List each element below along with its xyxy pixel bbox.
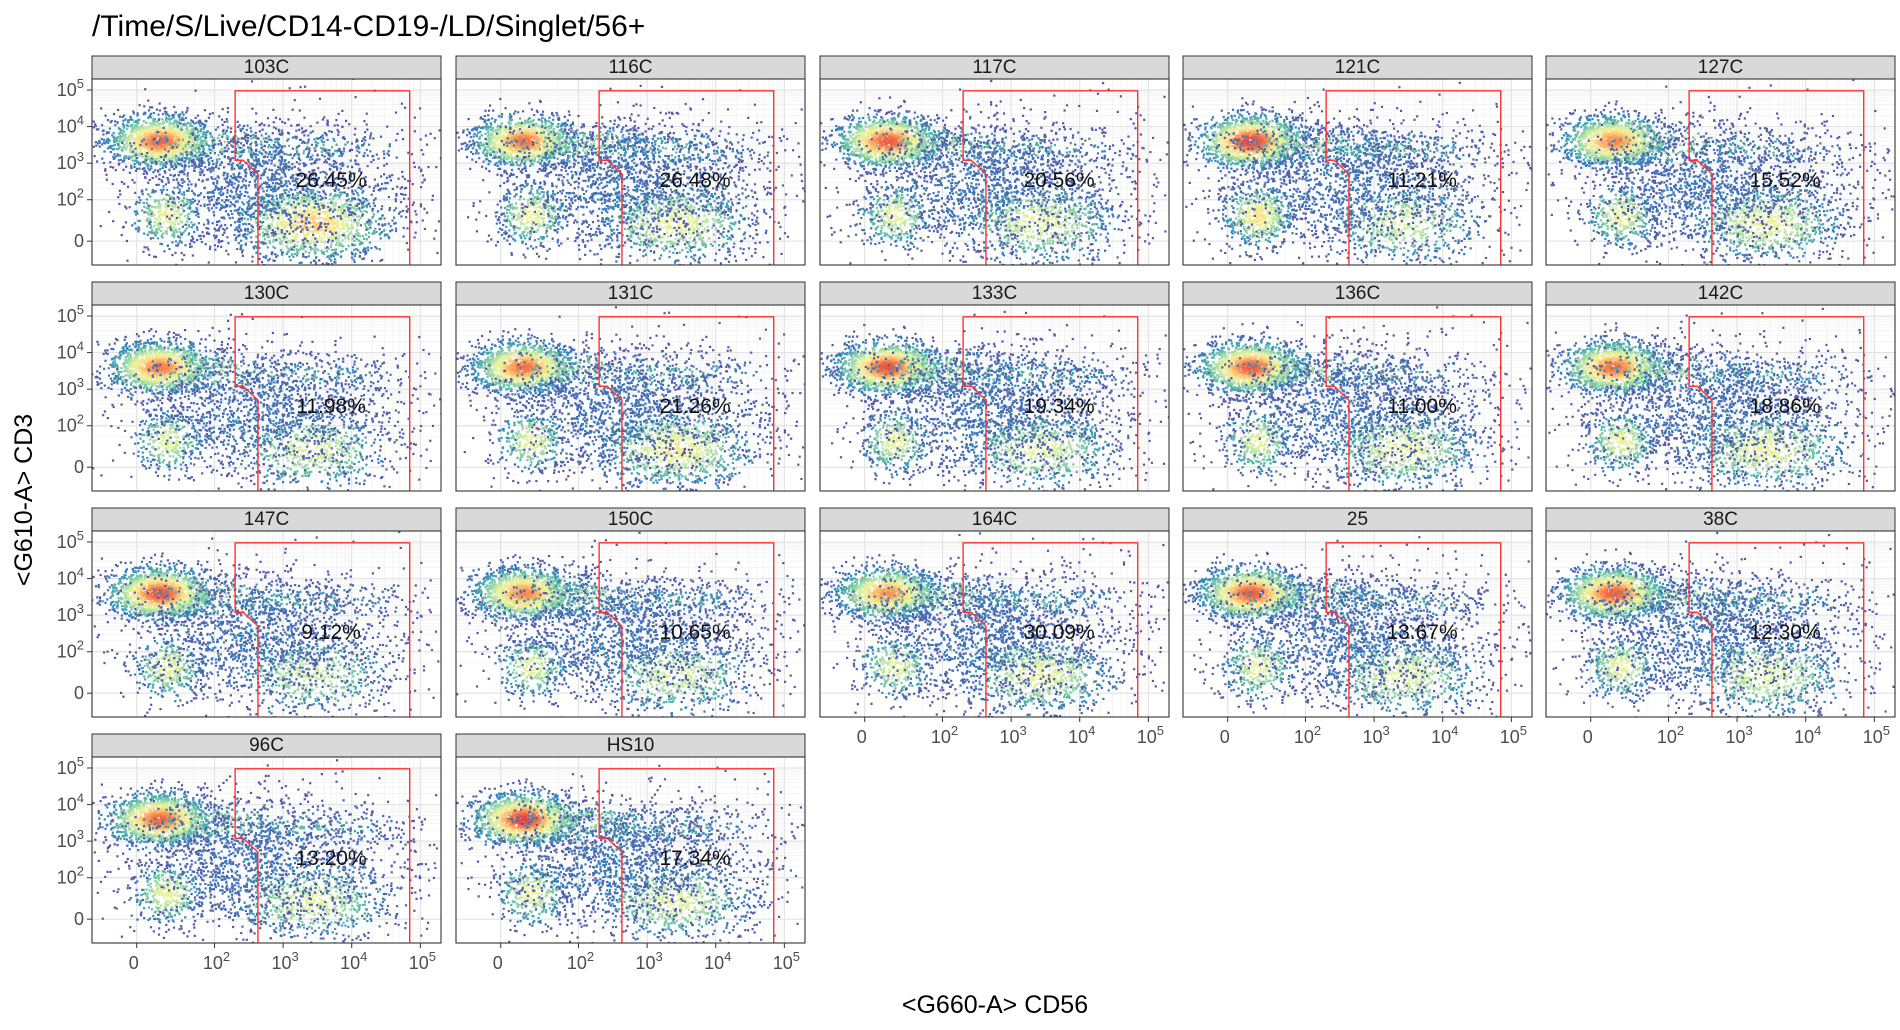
x-tick-label: 0 xyxy=(1583,727,1593,747)
y-tick-label: 105 xyxy=(57,528,84,552)
facet-strip-label: 164C xyxy=(972,509,1017,530)
gate-percentage: 19.34% xyxy=(1023,395,1094,418)
facet-panel: 96C 13.20% 0 102 103 104 105 0 102 103 104 105 xyxy=(57,733,502,1006)
facet-panel: 131C 21.26% xyxy=(424,276,886,532)
x-tick-label: 0 xyxy=(1220,727,1230,747)
y-tick-label: 103 xyxy=(57,827,84,851)
y-tick-label: 102 xyxy=(57,186,84,210)
x-tick-label: 103 xyxy=(1362,723,1389,747)
facet-panel: 38C 12.30% 0 102 103 104 105 xyxy=(1517,507,1900,776)
facet-panels: 103C 26.45% 0 102 103 104 105 116C 26.48% 117C 20.… xyxy=(57,50,1900,1006)
facet-panel: 164C 30.09% 0 102 103 104 105 xyxy=(788,507,1246,747)
y-tick-label: 103 xyxy=(57,149,84,173)
x-tick-label: 103 xyxy=(999,723,1026,747)
gate-percentage: 12.30% xyxy=(1749,621,1820,644)
chart-title: /Time/S/Live/CD14-CD19-/LD/Singlet/56+ xyxy=(92,10,645,43)
facet-strip-label: 96C xyxy=(249,735,284,756)
facet-strip-label: 147C xyxy=(244,509,289,530)
x-tick-label: 105 xyxy=(1863,723,1890,747)
x-tick-label: 105 xyxy=(773,949,800,973)
y-tick-label: 104 xyxy=(57,565,84,589)
facet-strip-label: 142C xyxy=(1698,283,1743,304)
facet-strip-label: 117C xyxy=(972,57,1016,78)
facet-panel: 103C 26.45% 0 102 103 104 105 xyxy=(57,50,522,306)
y-tick-label: 104 xyxy=(57,791,84,815)
gate-percentage: 9.12% xyxy=(301,621,361,644)
gate-percentage: 21.26% xyxy=(659,395,730,418)
x-tick-label: 105 xyxy=(409,949,436,973)
y-tick-label: 104 xyxy=(57,113,84,137)
y-tick-label: 0 xyxy=(74,457,84,477)
gate-percentage: 11.00% xyxy=(1387,395,1457,418)
x-tick-label: 0 xyxy=(493,953,503,973)
facet-panel: 127C 15.52% xyxy=(1525,55,1900,296)
gate-percentage: 13.67% xyxy=(1386,621,1457,644)
y-axis-title: <G610-A> CD3 xyxy=(10,414,38,586)
gate-percentage: 18.86% xyxy=(1749,395,1820,418)
y-tick-label: 105 xyxy=(57,302,84,326)
gate-percentage: 17.34% xyxy=(659,847,730,870)
y-tick-label: 103 xyxy=(57,375,84,399)
x-tick-label: 103 xyxy=(635,949,662,973)
x-tick-label: 103 xyxy=(271,949,298,973)
y-tick-label: 102 xyxy=(57,864,84,888)
y-tick-label: 102 xyxy=(57,638,84,662)
facet-strip-label: 127C xyxy=(1698,57,1743,78)
facet-strip-label: 38C xyxy=(1703,509,1738,530)
facet-strip-label: 25 xyxy=(1347,509,1368,530)
gate-percentage: 11.21% xyxy=(1387,169,1457,192)
y-tick-label: 103 xyxy=(57,601,84,625)
x-tick-label: 103 xyxy=(1725,723,1752,747)
facet-panel: 142C 18.86% xyxy=(1517,281,1900,529)
facet-strip-label: 121C xyxy=(1335,57,1380,78)
facet-strip-label: 130C xyxy=(244,283,289,304)
panel-background xyxy=(1546,531,1895,717)
y-tick-label: 0 xyxy=(74,909,84,929)
x-tick-label: 102 xyxy=(931,723,958,747)
facet-strip-label: 116C xyxy=(608,57,652,78)
facet-strip-label: 133C xyxy=(972,283,1017,304)
gate-percentage: 26.45% xyxy=(295,169,366,192)
y-tick-label: 102 xyxy=(57,412,84,436)
gate-percentage: 11.98% xyxy=(296,395,366,418)
x-tick-label: 0 xyxy=(857,727,867,747)
x-tick-label: 104 xyxy=(704,949,731,973)
gate-percentage: 13.20% xyxy=(295,847,366,870)
y-tick-label: 0 xyxy=(74,683,84,703)
gate-percentage: 15.52% xyxy=(1749,169,1820,192)
facet-strip-label: 136C xyxy=(1335,283,1380,304)
y-tick-label: 0 xyxy=(74,231,84,251)
y-tick-label: 105 xyxy=(57,754,84,778)
x-tick-label: 102 xyxy=(203,949,230,973)
x-tick-label: 102 xyxy=(1294,723,1321,747)
facet-strip-label: 150C xyxy=(608,509,653,530)
facet-strip-label: 131C xyxy=(608,283,653,304)
x-axis-title: <G660-A> CD56 xyxy=(902,991,1088,1019)
gate-percentage: 30.09% xyxy=(1023,621,1094,644)
x-tick-label: 105 xyxy=(1500,723,1527,747)
x-tick-label: 104 xyxy=(1431,723,1458,747)
x-tick-label: 104 xyxy=(1068,723,1095,747)
x-tick-label: 102 xyxy=(567,949,594,973)
gate-percentage: 26.48% xyxy=(659,169,730,192)
y-tick-label: 104 xyxy=(57,339,84,363)
x-tick-label: 102 xyxy=(1657,723,1684,747)
x-tick-label: 105 xyxy=(1137,723,1164,747)
facet-strip-label: HS10 xyxy=(607,735,655,756)
gate-percentage: 20.56% xyxy=(1023,169,1094,192)
y-tick-label: 105 xyxy=(57,76,84,100)
gate-percentage: 10.65% xyxy=(659,621,730,644)
facet-panel: HS10 17.34% 0 102 103 104 105 xyxy=(435,733,891,974)
x-tick-label: 104 xyxy=(1794,723,1821,747)
facet-strip-label: 103C xyxy=(244,57,289,78)
x-tick-label: 0 xyxy=(129,953,139,973)
x-tick-label: 104 xyxy=(340,949,367,973)
